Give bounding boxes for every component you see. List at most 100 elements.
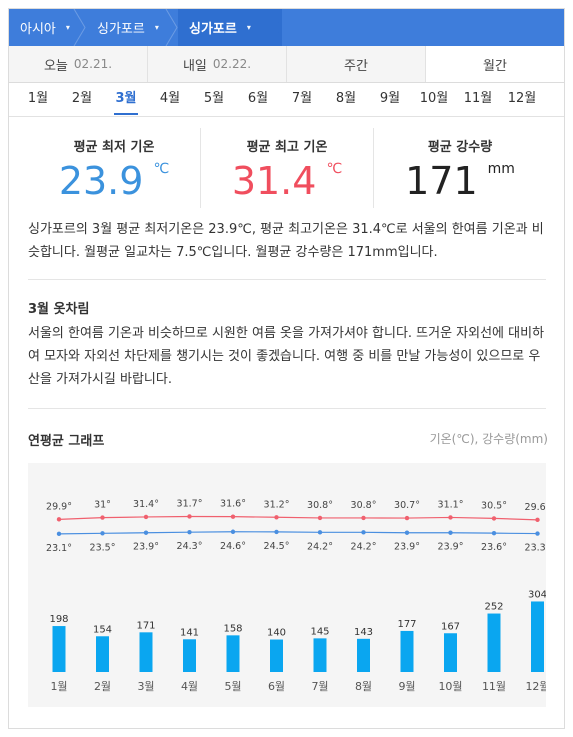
tab-weekly-label: 주간 [344,58,368,74]
min-temp-label: 23.9° [133,542,159,553]
rainfall-label: 252 [484,602,503,613]
min-temp-point [448,530,453,535]
min-temp-line [58,531,538,535]
rainfall-bar [444,633,457,672]
rainfall-label: 141 [180,627,199,638]
min-temp-label: 24.2° [351,541,377,552]
month-axis-label: 8월 [355,680,372,693]
tab-today[interactable]: 오늘 02.21. [9,46,148,82]
monthly-summary: 평균 최저 기온 23.9 ℃ 평균 최고 기온 31.4 ℃ 평균 강수량 171… [28,128,546,208]
rainfall-label: 198 [49,614,68,625]
stat-min-temp-unit: ℃ [153,161,170,177]
tab-today-label: 오늘 [43,58,68,74]
min-temp-point [143,530,149,535]
rainfall-bar [313,638,327,672]
max-temp-point [274,515,279,520]
tab-monthly-label: 월간 [483,58,507,74]
month-tab[interactable]: 5월 [203,91,225,106]
rainfall-bar [487,613,501,672]
stat-max-temp-label: 평균 최고 기온 [246,140,328,155]
tab-monthly[interactable]: 월간 [426,46,564,82]
month-tab[interactable]: 3월 [104,84,148,116]
clothing-text: 서울의 한여름 기온과 비슷하므로 시원한 여름 옷을 가져가셔야 합니다. 뜨… [28,326,545,387]
rainfall-bar [96,636,109,672]
clothing-title: 3월 옷차림 [28,302,90,317]
min-temp-point [361,530,366,535]
annual-chart: 29.9° 31° 31.4° 31.7° 31.6° 31.2° 30.8° 30.8° 30… [28,463,546,707]
min-temp-label: 24.6° [220,541,246,552]
month-axis-label: 7월 [311,680,328,693]
rainfall-bar [183,639,196,672]
month-axis-label: 2월 [94,680,111,693]
max-temp-label: 30.8° [307,500,333,511]
max-temp-label: 30.7° [394,500,420,511]
chevron-down-icon: ▾ [246,23,251,32]
month-tab[interactable]: 10월 [419,91,449,106]
month-tab[interactable]: 9월 [379,91,401,106]
max-temp-point [143,514,149,520]
min-temp-point [274,529,279,535]
tab-tomorrow-label: 내일 [182,58,207,74]
rainfall-label: 145 [310,626,329,637]
month-tab[interactable]: 11월 [463,91,493,106]
max-temp-point [535,517,540,523]
stat-rainfall: 평균 강수량 171 mm [374,128,546,208]
tab-weekly[interactable]: 주간 [287,46,426,82]
rainfall-label: 140 [267,628,286,639]
min-temp-point [535,531,540,536]
max-temp-label: 31.1° [438,499,464,510]
rainfall-label: 158 [223,623,242,634]
max-temp-point [448,515,453,520]
max-temp-point [100,515,105,520]
min-temp-point [404,530,410,535]
rainfall-bar [52,626,66,672]
stat-rainfall-value: 171 [405,159,478,203]
month-axis-label: 4월 [181,680,198,693]
min-temp-label: 24.3° [177,541,203,552]
stat-min-temp: 평균 최저 기온 23.9 ℃ [28,128,201,208]
chevron-down-icon: ▾ [154,23,159,32]
month-tab[interactable]: 4월 [159,91,181,106]
max-temp-point [230,514,236,519]
month-tab[interactable]: 2월 [71,91,93,106]
stat-rainfall-label: 평균 강수량 [427,140,493,155]
breadcrumb-region[interactable]: 아시아 ▾ [9,9,86,46]
month-tab[interactable]: 1월 [27,91,49,106]
rainfall-bar [139,632,153,672]
month-axis-label: 1월 [50,680,67,693]
month-axis-label: 6월 [268,680,285,693]
divider [28,408,546,409]
month-axis-label: 11월 [482,680,506,693]
max-temp-label: 31.7° [177,498,203,509]
tab-tomorrow-date: 02.22. [212,57,252,71]
graph-legend: 기온(℃), 강수량(mm) [429,432,548,446]
rainfall-bar [270,639,283,672]
month-tab[interactable]: 7월 [291,91,313,106]
tab-tomorrow[interactable]: 내일 02.22. [148,46,287,82]
max-temp-label: 31.4° [133,499,159,510]
month-tab[interactable]: 12월 [507,91,537,106]
stat-min-temp-value: 23.9 [58,159,144,203]
max-temp-label: 30.5° [481,500,507,511]
month-axis-label: 3월 [137,680,154,693]
breadcrumb-city-label: 싱가포르 [189,22,237,37]
divider [9,116,564,117]
min-temp-label: 24.2° [307,541,333,552]
breadcrumb-city[interactable]: 싱가포르 ▾ [178,9,282,46]
min-temp-point [100,531,105,536]
month-tab[interactable]: 8월 [335,91,357,106]
min-temp-label: 23.9° [394,542,420,553]
max-temp-point [491,516,497,521]
breadcrumb-region-label: 아시아 [20,22,56,37]
month-tab[interactable]: 6월 [247,91,269,106]
breadcrumb-country[interactable]: 싱가포르 ▾ [86,9,178,46]
stat-rainfall-unit: mm [487,161,515,177]
max-temp-label: 30.8° [351,500,377,511]
max-temp-label: 29.6° [525,502,546,513]
max-temp-label: 29.9° [46,501,72,512]
month-axis-label: 10월 [438,680,462,693]
min-temp-label: 23.9° [438,542,464,553]
min-temp-label: 23.1° [46,543,72,554]
rainfall-bar [357,638,370,672]
min-temp-point [317,530,323,535]
